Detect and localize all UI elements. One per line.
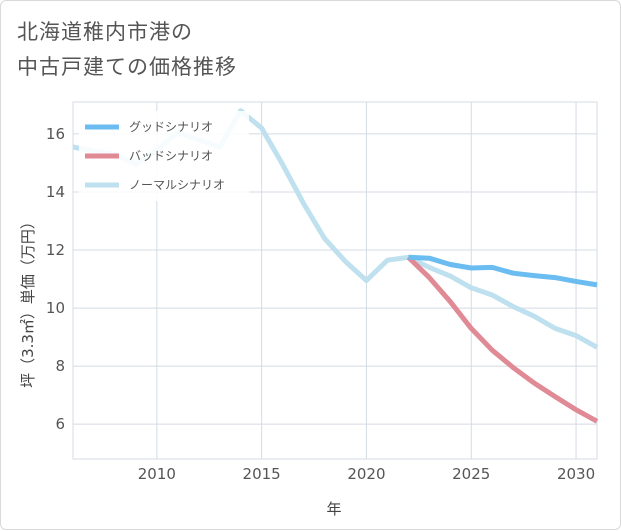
x-tick-label: 2010 — [138, 465, 176, 483]
x-tick-label: 2015 — [243, 465, 281, 483]
y-tick-label: 8 — [55, 357, 65, 375]
series-line-good — [408, 254, 598, 288]
chart-title: 北海道稚内市港の 中古戸建ての価格推移 — [17, 15, 577, 85]
y-tick-label: 16 — [46, 125, 65, 143]
legend-label-normal: ノーマルシナリオ — [129, 178, 225, 192]
x-tick-label: 2020 — [347, 465, 385, 483]
y-tick-label: 6 — [55, 415, 65, 433]
x-tick-label: 2025 — [452, 465, 490, 483]
x-tick-label: 2030 — [557, 465, 595, 483]
y-tick-label: 12 — [46, 241, 65, 259]
plot-area-border — [72, 101, 598, 460]
series-line-bad — [406, 255, 599, 424]
legend-label-bad: バッドシナリオ — [129, 149, 213, 163]
y-axis-label: 坪（3.3㎡）単価（万円） — [19, 214, 37, 388]
y-tick-label: 10 — [46, 299, 65, 317]
chart-title-line-1: 北海道稚内市港の — [17, 20, 193, 44]
legend-label-good: グッドシナリオ — [129, 120, 213, 134]
tick-labels: 2010 2015 2020 2025 2030 6 8 10 12 14 16 — [46, 125, 595, 483]
x-axis-label: 年 — [326, 500, 341, 518]
chart-title-line-2: 中古戸建ての価格推移 — [17, 55, 237, 79]
y-tick-label: 14 — [46, 183, 65, 201]
